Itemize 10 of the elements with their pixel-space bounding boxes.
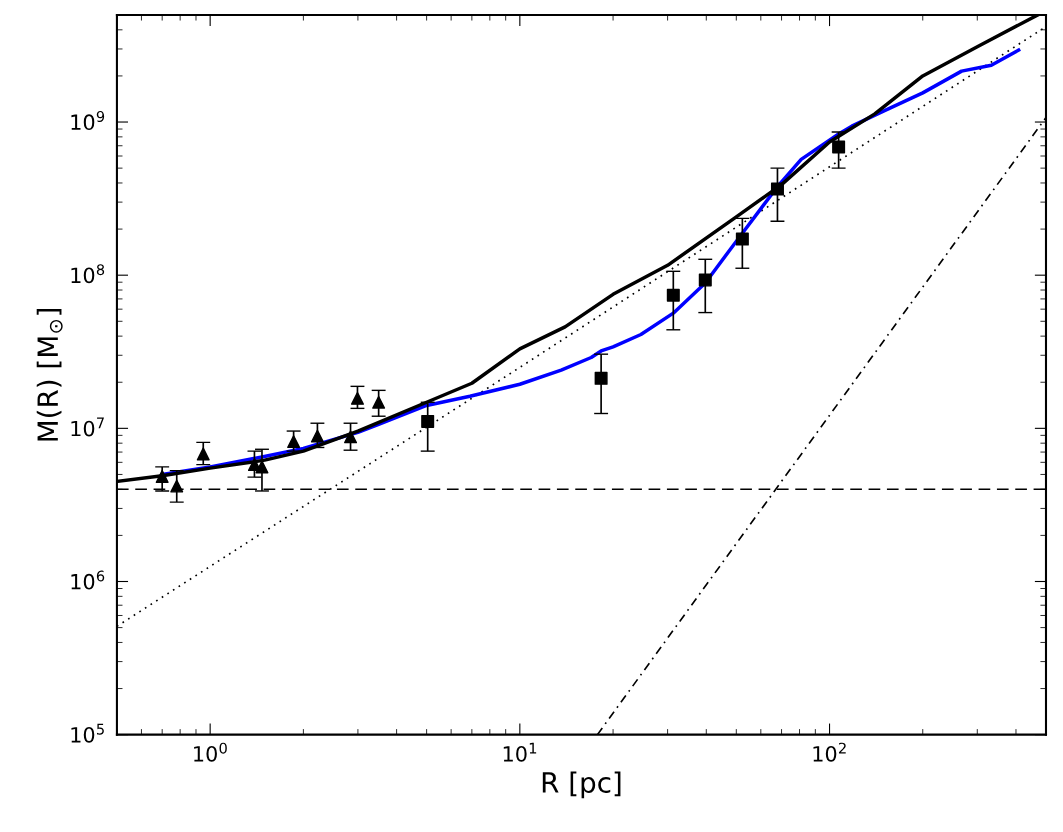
x-tick-label: 10$^{2}$	[813, 742, 846, 762]
x-tick-label: 10$^{1}$	[503, 742, 537, 762]
y-tick-label: 10$^{9}$	[71, 110, 105, 131]
y-tick-label: 10$^{8}$	[71, 264, 105, 284]
y-tick-label: 10$^{5}$	[71, 723, 104, 743]
y-tick-label: 10$^{7}$	[71, 417, 104, 437]
y-tick-label: 10$^{6}$	[71, 570, 105, 590]
x-tick-label: 10$^{0}$	[194, 742, 227, 762]
x-axis-title: R [pc]	[542, 771, 621, 799]
y-axis-title: M(R) [M$_{⊙}$]	[36, 308, 63, 441]
